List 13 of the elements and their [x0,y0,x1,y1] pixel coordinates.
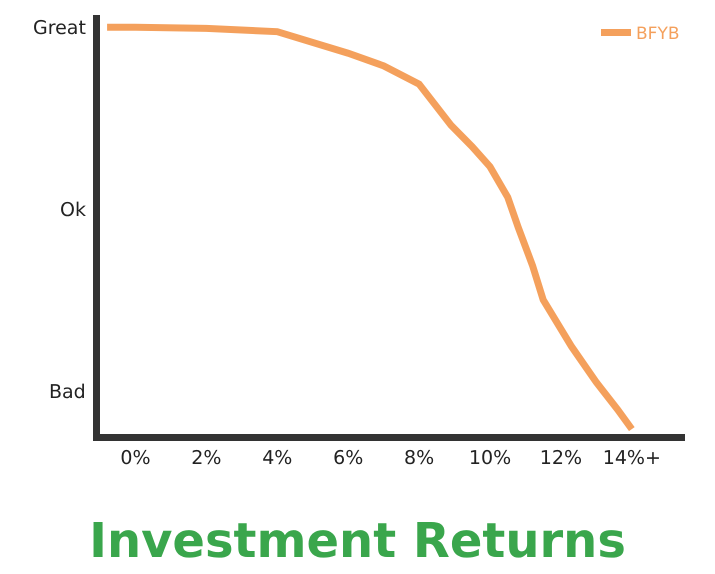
text: Ok [60,199,86,221]
x-tick-label: 2% [191,446,222,469]
x-tick-label: 10% [468,446,512,469]
x-tick-label: 4% [262,446,292,469]
x-tick-label: 14%+ [602,446,661,469]
x-tick-label: 6% [333,446,364,469]
legend-label: BFYB [636,24,680,44]
x-tick-label: 12% [540,446,582,469]
text: Great [33,17,86,39]
text: Investment Returns [89,512,626,569]
text: Bad [49,381,86,403]
x-tick-label: 0% [120,446,151,469]
x-tick-label: 8% [404,446,434,469]
